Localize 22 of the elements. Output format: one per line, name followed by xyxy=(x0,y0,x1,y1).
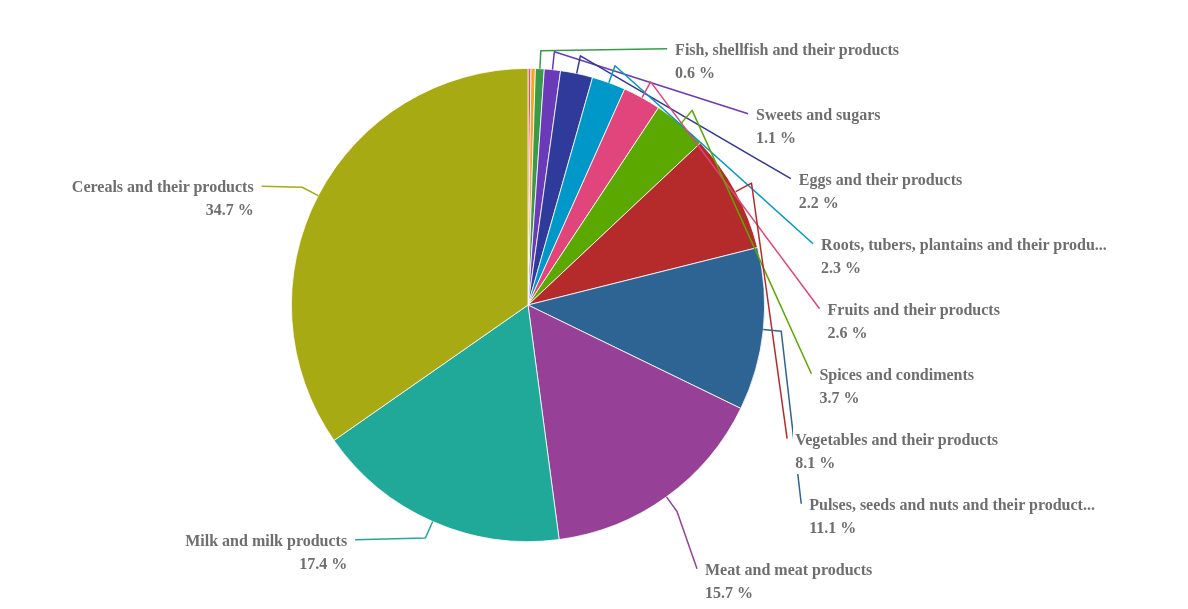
data-label: 2.2 % xyxy=(798,192,840,213)
slice-label: Sweets and sugars xyxy=(756,104,881,126)
slice-label: Spices and condiments xyxy=(819,364,975,386)
data-label: 3.7 % xyxy=(819,387,861,408)
slice-label: Vegetables and their products xyxy=(795,429,998,451)
data-label: 34.7 % xyxy=(204,200,254,221)
slice-label: Fish, shellfish and their products xyxy=(675,39,900,61)
data-label: 11.1 % xyxy=(809,517,858,538)
data-label: 0.6 % xyxy=(675,62,717,83)
slice-label: Fruits and their products xyxy=(827,299,1000,321)
data-label: 2.3 % xyxy=(821,257,863,278)
data-label: 8.1 % xyxy=(795,452,837,473)
data-label: 15.7 % xyxy=(705,582,754,603)
slice-label: Pulses, seeds and nuts and their product... xyxy=(809,494,1095,516)
data-label: 1.1 % xyxy=(756,127,798,148)
slice-label: Roots, tubers, plantains and their produ... xyxy=(821,234,1107,256)
slice-label: Cereals and their products xyxy=(71,177,254,198)
slice-label: Milk and milk products xyxy=(185,530,348,552)
data-label: 2.6 % xyxy=(827,322,869,343)
slice-label: Eggs and their products xyxy=(798,169,963,191)
data-label: 17.4 % xyxy=(298,553,348,574)
slice-label: Meat and meat products xyxy=(705,559,873,581)
